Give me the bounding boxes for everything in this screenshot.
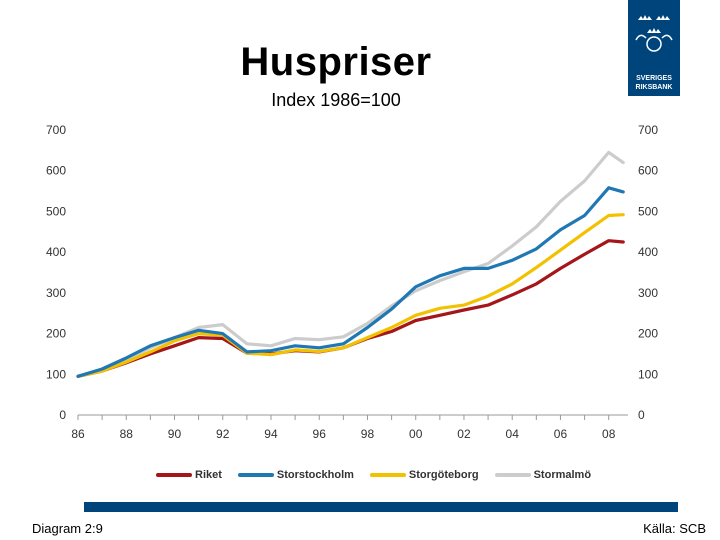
logo-line-1: SVERIGES (636, 75, 672, 82)
x-tick-label: 08 (602, 427, 616, 441)
crown-icon (635, 15, 673, 52)
legend-swatch (237, 473, 274, 477)
page-subtitle: Index 1986=100 (271, 90, 401, 110)
y-tick-label-left: 500 (46, 204, 66, 218)
x-tick-label: 92 (216, 427, 230, 441)
y-tick-label-left: 400 (46, 245, 66, 259)
y-tick-label-right: 0 (638, 408, 645, 422)
x-tick-label: 94 (264, 427, 278, 441)
series-line-riket (76, 239, 625, 378)
source-label: Källa: SCB (643, 521, 706, 536)
y-tick-label-right: 600 (638, 164, 658, 178)
legend-label: Stormalmö (533, 469, 592, 481)
y-tick-label-right: 700 (638, 123, 658, 137)
legend-item: Storgöteborg (369, 469, 479, 481)
legend-label: Storgöteborg (408, 469, 479, 481)
footer-bar (84, 502, 678, 512)
logo-line-2: RIKSBANK (636, 84, 673, 91)
y-tick-label-right: 500 (638, 204, 658, 218)
x-tick-label: 02 (457, 427, 471, 441)
legend-label: Storstockholm (276, 469, 354, 481)
riksbank-logo: SVERIGES RIKSBANK (628, 0, 680, 96)
y-tick-label-left: 0 (59, 408, 66, 422)
y-tick-label-left: 300 (46, 286, 66, 300)
x-tick-label: 96 (313, 427, 327, 441)
x-tick-label: 06 (554, 427, 568, 441)
y-tick-label-left: 700 (46, 123, 66, 137)
legend-item: Storstockholm (237, 469, 354, 481)
x-tick-label: 00 (409, 427, 423, 441)
x-tick-label: 98 (361, 427, 375, 441)
x-tick-label: 04 (506, 427, 520, 441)
legend-item: Stormalmö (494, 469, 592, 481)
chart-legend: Riket Storstockholm Storgöteborg Stormalmö (156, 469, 607, 481)
legend-item: Riket (156, 469, 222, 481)
legend-swatch (369, 473, 406, 477)
y-tick-label-left: 100 (46, 367, 66, 381)
x-tick-label: 88 (120, 427, 134, 441)
legend-swatch (156, 473, 192, 477)
legend-swatch (494, 473, 531, 477)
y-tick-label-left: 600 (46, 164, 66, 178)
y-tick-label-right: 100 (638, 367, 658, 381)
diagram-number: Diagram 2:9 (32, 521, 103, 536)
y-tick-label-right: 400 (638, 245, 658, 259)
page-title: Huspriser (240, 40, 432, 84)
x-tick-label: 90 (168, 427, 182, 441)
x-tick-label: 86 (71, 427, 85, 441)
y-tick-label-left: 200 (46, 327, 66, 341)
y-tick-label-right: 200 (638, 327, 658, 341)
legend-label: Riket (195, 469, 222, 481)
series-line-storgöteborg (76, 213, 625, 378)
y-tick-label-right: 300 (638, 286, 658, 300)
series-line-storstockholm (76, 186, 625, 378)
